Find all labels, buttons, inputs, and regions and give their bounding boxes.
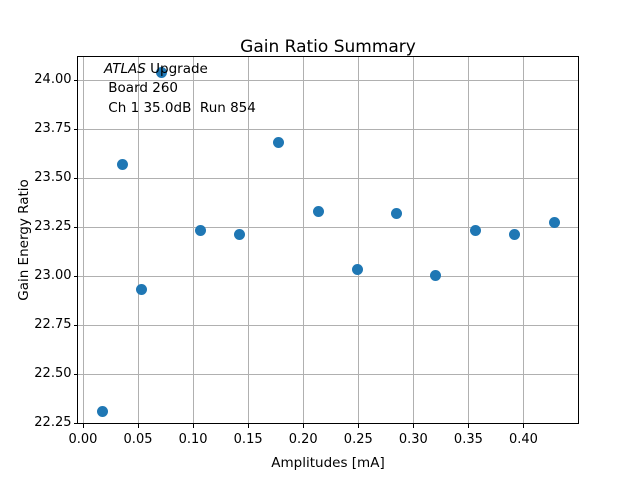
y-tick-label: 24.00 [34,71,72,87]
y-tick-label: 22.75 [34,316,72,332]
x-tick-label: 0.25 [343,432,373,447]
x-tick-label: 0.20 [288,432,318,447]
y-tick-label: 23.00 [34,267,72,283]
chart-title: Gain Ratio Summary [240,37,416,57]
y-tick [74,324,78,326]
x-gridline [193,57,195,424]
y-tick [74,128,78,130]
data-point [155,66,167,78]
y-gridline [78,79,578,81]
y-tick [74,422,78,424]
y-gridline [78,128,578,130]
y-tick [74,226,78,228]
x-tick-label: 0.00 [68,432,98,447]
data-point [391,207,403,219]
y-axis-label: Gain Energy Ratio [16,179,32,301]
x-gridline [358,57,360,424]
y-gridline [78,275,578,277]
x-tick [138,423,140,428]
data-point [135,284,147,296]
x-axis-label: Amplitudes [mA] [271,455,385,471]
y-tick-label: 22.25 [34,414,72,430]
x-tick-label: 0.30 [398,432,428,447]
data-point [117,158,129,170]
x-gridline [468,57,470,424]
x-tick [358,423,360,428]
x-tick-label: 0.05 [123,432,153,447]
x-tick [468,423,470,428]
y-gridline [78,226,578,228]
y-gridline [78,177,578,179]
data-point [97,405,109,417]
y-tick [74,79,78,81]
x-gridline [523,57,525,424]
x-tick-label: 0.15 [233,432,263,447]
x-tick-label: 0.10 [178,432,208,447]
x-tick [82,423,84,428]
data-point [273,137,285,149]
y-tick [74,177,78,179]
y-tick-label: 22.50 [34,365,72,381]
y-tick-label: 23.25 [34,218,72,234]
x-gridline [138,57,140,424]
x-tick [413,423,415,428]
x-tick [523,423,525,428]
x-gridline [82,57,84,424]
data-point [469,225,481,237]
x-gridline [413,57,415,424]
x-tick [248,423,250,428]
y-gridline [78,324,578,326]
data-point [509,229,521,241]
x-gridline [303,57,305,424]
y-gridline [78,422,578,424]
x-tick-label: 0.40 [509,432,538,447]
data-point [351,264,363,276]
annotation-line2: Board 260 [104,80,179,97]
annotation-line3: Ch 1 35.0dB Run 854 [104,99,256,116]
x-tick [303,423,305,428]
y-tick [74,373,78,375]
data-point [313,205,325,217]
data-point [548,217,560,229]
x-tick [193,423,195,428]
y-tick [74,275,78,277]
x-tick-label: 0.35 [453,432,483,447]
data-point [195,225,207,237]
annotation-line1: Upgrade [145,61,208,77]
annotation-text: ATLAS Upgrade Board 260 Ch 1 35.0dB Run … [104,60,256,118]
x-gridline [248,57,250,424]
y-tick-label: 23.75 [34,120,72,136]
y-tick-label: 23.50 [34,169,72,185]
y-gridline [78,373,578,375]
data-point [233,229,245,241]
data-point [429,270,441,282]
annotation-atlas: ATLAS [104,61,146,77]
